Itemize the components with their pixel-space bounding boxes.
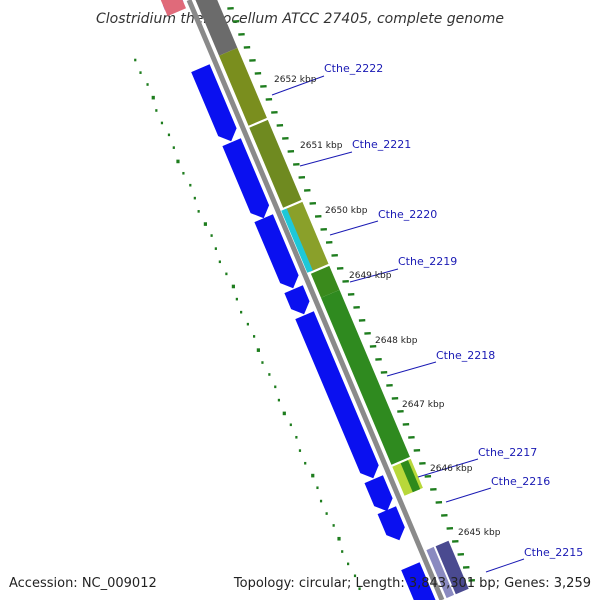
gc-dot [347,562,350,566]
gene-label-cthe-2220[interactable]: Cthe_2220 [378,208,437,221]
gene-label-line [445,487,492,503]
gc-dot [151,95,155,100]
scale-label: 2649 kbp [349,271,392,281]
scale-label: 2647 kbp [402,400,445,410]
gene-label-line [349,268,399,283]
scale-label: 2650 kbp [325,206,368,216]
gc-dot [214,247,217,250]
scale-label: 2652 kbp [274,75,317,85]
gene-label-cthe-2217[interactable]: Cthe_2217 [478,446,537,459]
gc-dot [282,411,286,416]
gc-dot [189,183,192,187]
genome-backbone [186,0,445,600]
gc-dot [240,310,243,314]
cds-cthe-2215-light[interactable] [426,546,454,599]
gc-dot [319,499,323,503]
reverse-cds-arrow[interactable] [295,311,379,479]
gc-dot [298,449,302,452]
gene-label-cthe-2218[interactable]: Cthe_2218 [436,349,495,362]
reverse-strand-cds-track [160,0,436,600]
gc-dot [160,121,164,125]
gc-dot [277,398,281,402]
gc-dot [268,373,271,376]
gc-dot [295,435,298,439]
gc-dot [235,297,238,301]
gc-dot [203,222,207,226]
reverse-cds-arrow[interactable] [401,562,436,600]
gc-dot [225,272,228,276]
gc-dot [337,536,341,541]
gc-dot [358,587,361,591]
reverse-cds-arrow[interactable] [284,285,310,315]
gc-dot [146,83,149,86]
gene-label-line [386,361,437,377]
reverse-cds-arrow[interactable] [364,475,393,512]
gene-labels: Cthe_2222 Cthe_2221 Cthe_2220 Cthe_2219 … [324,62,583,559]
gc-dot [155,109,158,112]
gc-dot [182,171,185,175]
gc-dot [193,196,196,200]
topology-text: Topology: circular; Length: 3,843,301 bp… [233,576,591,591]
gc-dot [172,146,175,149]
gc-dot [325,512,328,515]
gc-dot [252,335,256,338]
cds-cthe-2221[interactable] [249,119,302,208]
cds-cthe-2219[interactable] [310,265,340,298]
cds-cthe-2215[interactable] [435,540,469,595]
cds-cthe-2216[interactable] [400,460,421,493]
scale-labels: 2652 kbp 2651 kbp 2650 kbp 2649 kbp 2648… [274,75,501,538]
gene-label-line [271,75,325,96]
gc-dot [197,210,200,213]
gc-dot [332,524,335,527]
gene-label-line [329,220,379,236]
cds-cthe-2220-teal[interactable] [281,208,313,273]
gene-label-cthe-2215[interactable]: Cthe_2215 [524,546,583,559]
gc-dot [256,348,260,352]
gc-dot [218,260,221,264]
gene-label-cthe-2221[interactable]: Cthe_2221 [352,138,411,151]
gc-dot [304,461,307,465]
gc-dot [341,550,344,553]
cds-cthe-2220[interactable] [283,201,329,272]
gc-content-track [134,58,361,591]
gc-dot [289,423,292,427]
gc-dot [176,159,180,164]
cds-cthe-2218[interactable] [321,289,410,465]
scale-label: 2651 kbp [300,141,343,151]
gene-label-line [299,151,353,167]
reverse-cds-arrow[interactable] [191,64,237,142]
gene-label-line [485,558,525,573]
gc-dot [316,486,319,490]
gc-dot [311,473,315,478]
reverse-cds-arrow[interactable] [222,138,270,219]
scale-tick-track [227,7,475,582]
forward-strand-cds-track [195,0,469,599]
scale-label: 2648 kbp [375,336,418,346]
accession-text: Accession: NC_009012 [9,576,157,591]
gc-dot [353,574,357,578]
gene-label-cthe-2222[interactable]: Cthe_2222 [324,62,383,75]
cds-cthe-2222-prev[interactable] [195,0,238,56]
scale-label: 2645 kbp [458,528,501,538]
scale-label: 2646 kbp [430,464,473,474]
gc-dot [134,58,137,62]
gc-dot [167,133,171,137]
gc-dot [210,234,213,237]
gene-label-cthe-2216[interactable]: Cthe_2216 [491,475,550,488]
gene-label-lines [271,75,525,573]
map-title: Clostridium thermocellum ATCC 27405, com… [96,11,504,27]
gc-dot [274,385,277,389]
gc-dot [261,361,264,364]
gc-dot [246,322,249,326]
gene-label-cthe-2219[interactable]: Cthe_2219 [398,255,457,268]
reverse-cds-arrow[interactable] [377,506,405,541]
cds-cthe-2222[interactable] [219,47,267,126]
gene-label-line [417,458,479,478]
gc-dot [139,71,142,74]
reverse-cds-segment[interactable] [160,0,186,17]
gc-dot [231,284,235,289]
reverse-cds-arrow[interactable] [254,214,299,289]
